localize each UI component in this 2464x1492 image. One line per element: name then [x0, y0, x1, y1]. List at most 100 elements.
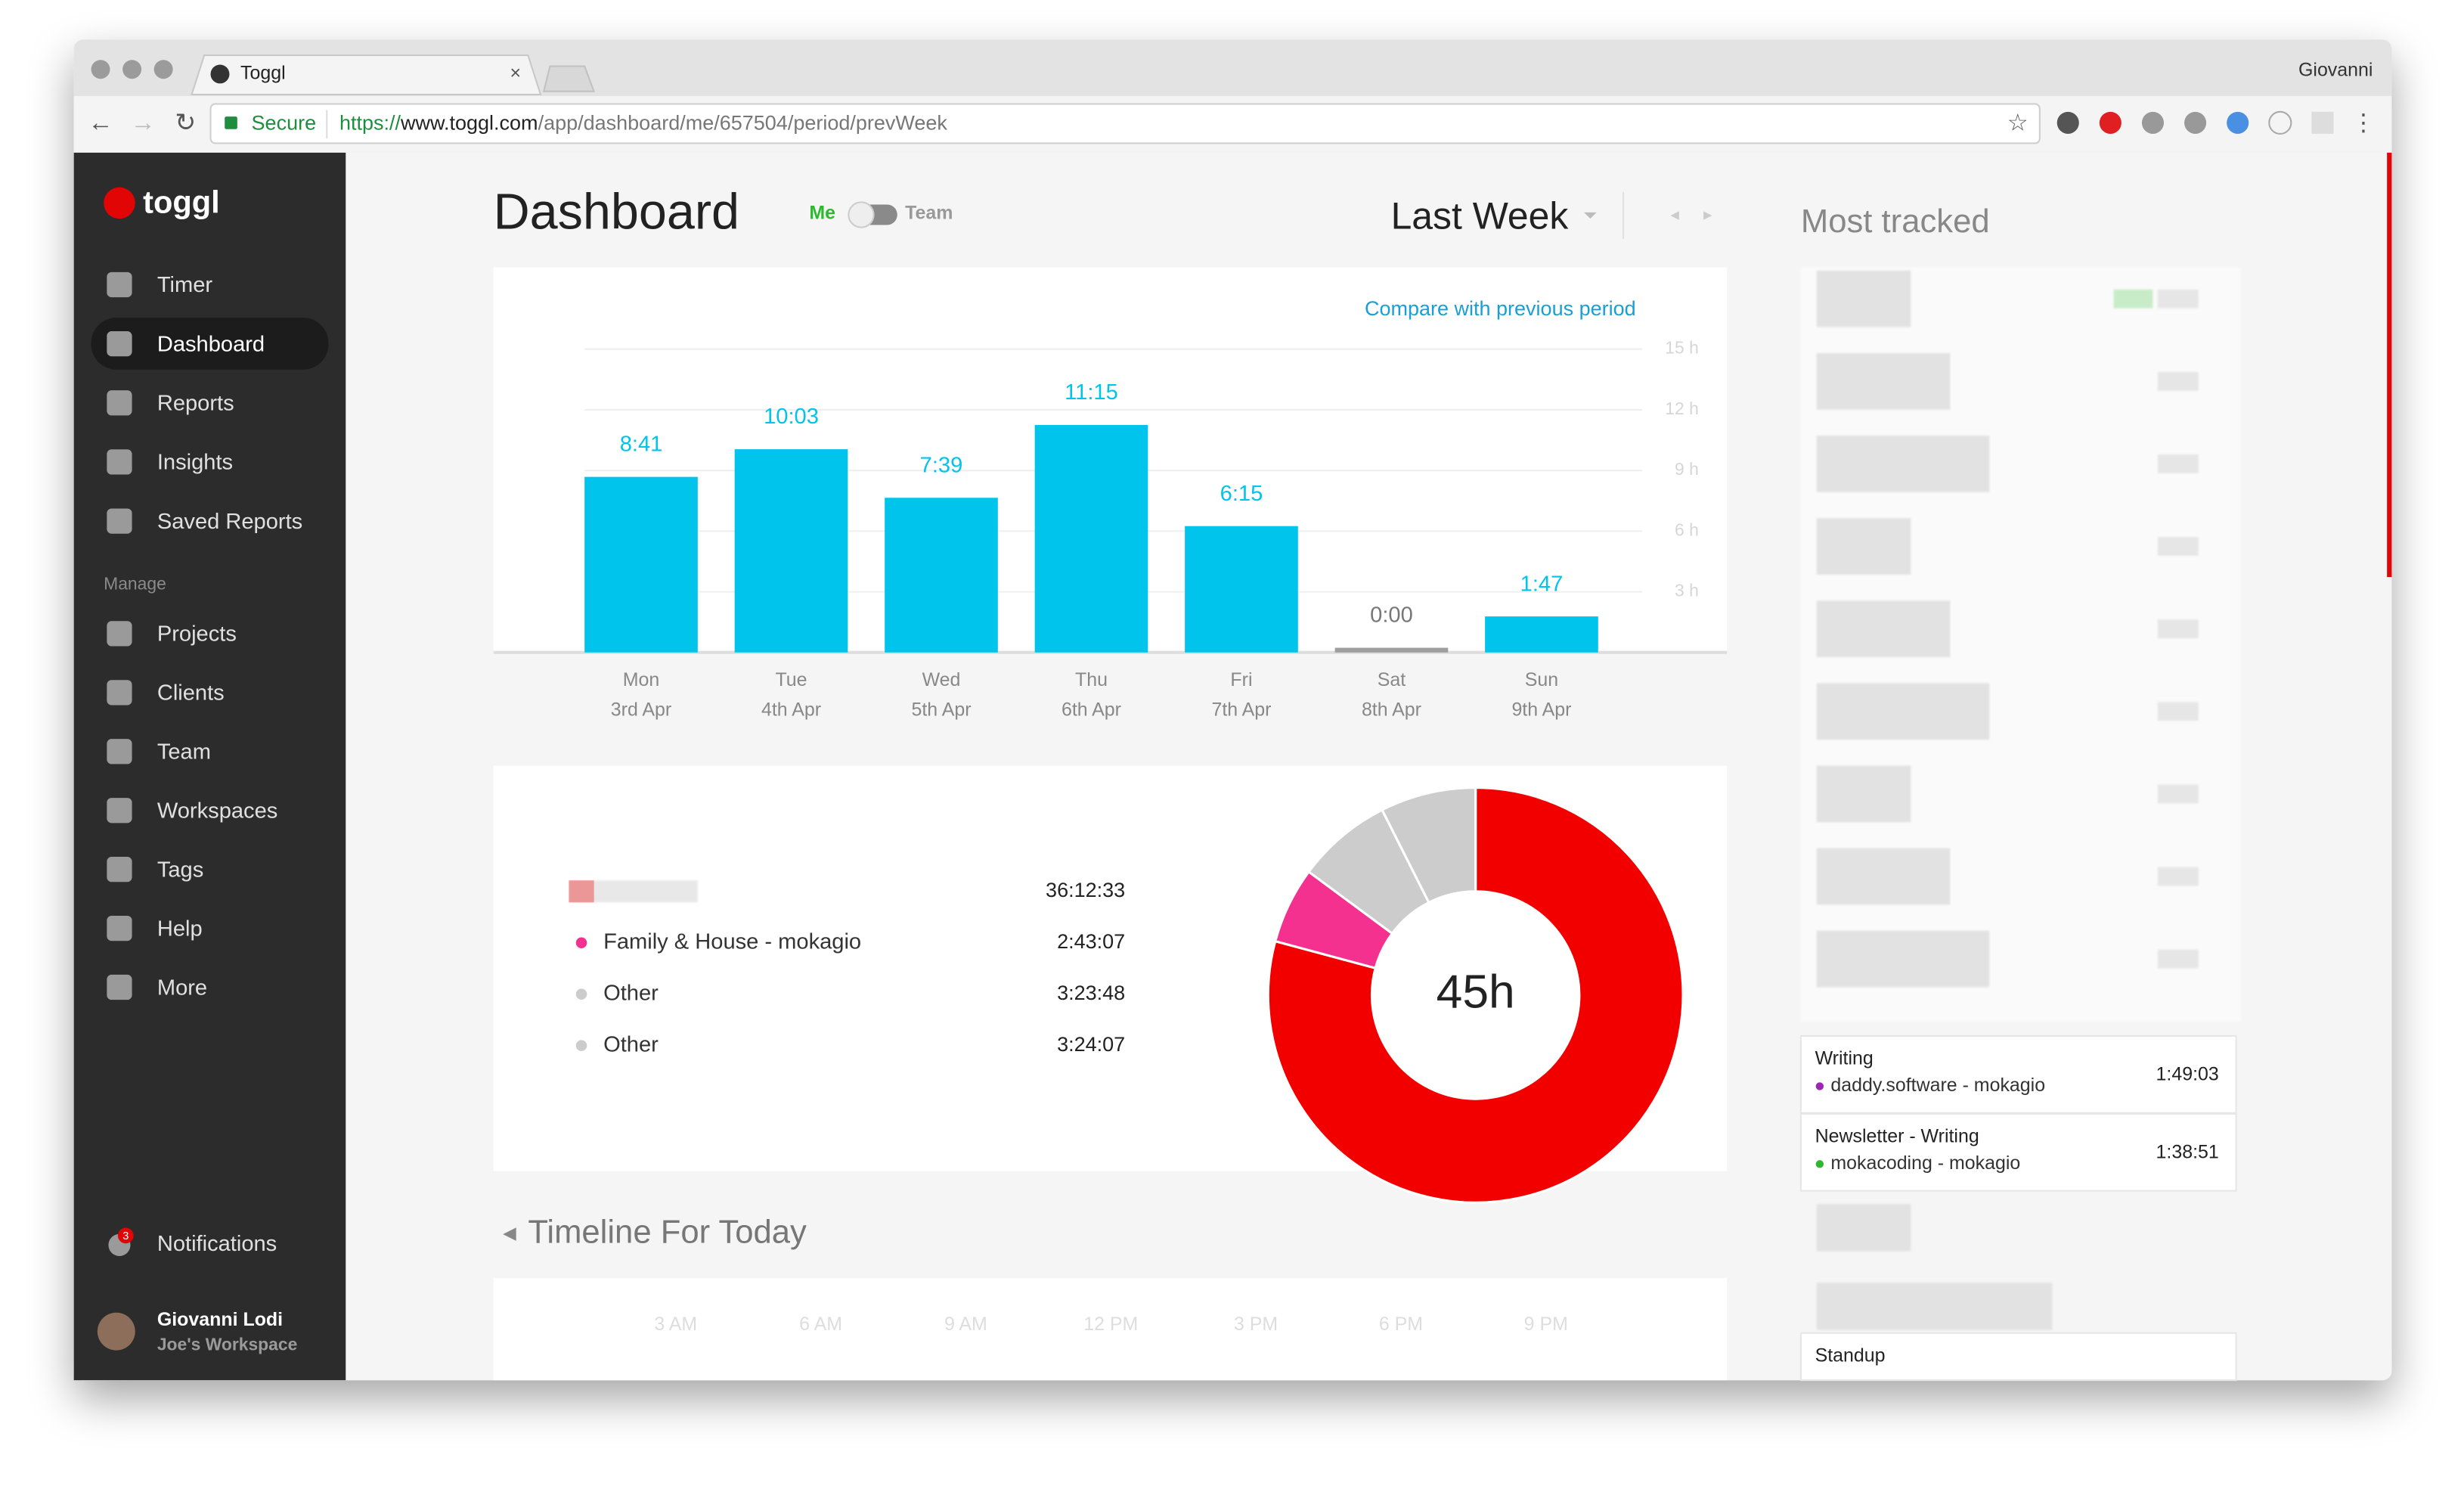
- x-tick-label: Sat: [1378, 669, 1406, 690]
- bar: [1334, 647, 1449, 653]
- y-tick-label: 15 h: [1665, 338, 1699, 358]
- extension-icon[interactable]: [2141, 111, 2165, 134]
- legend-value: 2:43:07: [1057, 930, 1125, 953]
- logo[interactable]: toggl: [143, 184, 220, 219]
- nav-item[interactable]: Help: [157, 917, 203, 941]
- collapse-arrow[interactable]: ◀: [503, 1223, 516, 1242]
- window-button[interactable]: [153, 60, 173, 79]
- entry-title: Standup: [1815, 1345, 1886, 1366]
- toggle-team[interactable]: Team: [905, 203, 953, 224]
- entry-card: [1799, 1332, 2237, 1382]
- legend-label: Other: [603, 1032, 659, 1056]
- x-tick-sublabel: 6th Apr: [1062, 699, 1121, 720]
- prev-period[interactable]: ◂: [1670, 204, 1679, 224]
- dropdown-arrow[interactable]: [1584, 212, 1597, 219]
- pie-slice: [1266, 786, 1685, 1204]
- x-tick-label: Wed: [922, 669, 961, 690]
- menu-button[interactable]: ⋮: [2351, 110, 2375, 136]
- timeline-hour: 9 AM: [944, 1314, 987, 1335]
- toggle-me[interactable]: Me: [809, 203, 835, 224]
- nav-item[interactable]: Saved Reports: [157, 510, 302, 534]
- profile-name[interactable]: Giovanni: [2298, 59, 2373, 80]
- nav-item[interactable]: Projects: [157, 622, 237, 647]
- address-bar[interactable]: [209, 103, 2041, 144]
- user-name[interactable]: Giovanni Lodi: [157, 1309, 283, 1330]
- nav-item[interactable]: More: [157, 976, 207, 1000]
- notification-badge: [117, 1227, 134, 1244]
- extension-icon[interactable]: [2184, 111, 2207, 134]
- blur-block: [2157, 619, 2199, 639]
- new-tab[interactable]: [542, 65, 596, 92]
- extension-icon[interactable]: [2227, 111, 2249, 134]
- bar: [734, 449, 848, 653]
- legend-value: 3:23:48: [1057, 982, 1125, 1004]
- timeline-hour: 3 AM: [654, 1314, 697, 1335]
- value-label: 7:39: [920, 453, 963, 477]
- nav-item[interactable]: Insights: [157, 451, 233, 475]
- nav-item[interactable]: Timer: [157, 273, 213, 297]
- nav-icon: [107, 915, 132, 941]
- forward-button[interactable]: →: [131, 109, 156, 137]
- pie-slice: [1380, 786, 1477, 904]
- extension-icon[interactable]: [2099, 111, 2122, 134]
- next-period[interactable]: ▸: [1703, 204, 1712, 224]
- period-selector[interactable]: Last Week: [1391, 194, 1570, 237]
- blur-block: [1816, 848, 1951, 905]
- extension-icon[interactable]: [2268, 110, 2292, 135]
- logo-icon: [104, 187, 135, 219]
- blur-block: [1816, 1283, 2053, 1330]
- nav-icon: [107, 798, 132, 824]
- blur-block: [2157, 949, 2199, 969]
- nav-item[interactable]: Workspaces: [157, 799, 277, 823]
- project-dot: [1815, 1160, 1824, 1168]
- blur-block: [1816, 518, 1911, 575]
- blur-block: [1816, 683, 1990, 740]
- timeline-hour: 12 PM: [1083, 1314, 1138, 1335]
- extension-icon[interactable]: [2056, 111, 2079, 134]
- back-button[interactable]: ←: [88, 109, 113, 137]
- toggle-knob[interactable]: [848, 201, 875, 228]
- bookmark-star[interactable]: ☆: [2007, 110, 2029, 136]
- nav-item[interactable]: Reports: [157, 392, 234, 416]
- legend-swatch: [569, 880, 594, 903]
- nav-active-bg: [91, 318, 329, 370]
- nav-item[interactable]: Team: [157, 740, 211, 765]
- value-label: 0:00: [1370, 603, 1413, 628]
- page-title: Dashboard: [494, 185, 739, 240]
- bar: [1485, 616, 1598, 653]
- nav-item[interactable]: Clients: [157, 681, 225, 706]
- url-path: /app/dashboard/me/657504/period/prevWeek: [538, 112, 948, 135]
- blur-block: [2113, 289, 2153, 309]
- legend-dot: [575, 1040, 587, 1051]
- nav-item[interactable]: Dashboard: [157, 332, 265, 356]
- y-tick-label: 9 h: [1675, 459, 1699, 479]
- nav-item[interactable]: Tags: [157, 858, 203, 882]
- bar: [584, 476, 698, 653]
- tab-close[interactable]: ×: [510, 63, 521, 84]
- avatar[interactable]: [97, 1312, 135, 1351]
- x-tick-sublabel: 7th Apr: [1211, 699, 1271, 720]
- timeline-hour: 3 PM: [1234, 1314, 1278, 1335]
- extension-icon[interactable]: [2311, 111, 2334, 134]
- timeline-title: Timeline For Today: [528, 1213, 807, 1250]
- entry-card: [1799, 1034, 2237, 1114]
- workspace-name[interactable]: Joe's Workspace: [157, 1334, 297, 1354]
- window-button[interactable]: [122, 60, 142, 79]
- legend-label: Family & House - mokagio: [603, 929, 861, 954]
- blur-block: [1816, 352, 1951, 410]
- entry-card: [1799, 1112, 2237, 1192]
- window-button[interactable]: [91, 60, 110, 79]
- nav-notifications[interactable]: Notifications: [157, 1232, 277, 1256]
- nav-section-label: Manage: [104, 573, 166, 593]
- url: https://www.toggl.com/app/dashboard/me/6…: [339, 112, 947, 135]
- bar: [1034, 424, 1148, 653]
- pie-center-label: 45h: [1437, 966, 1515, 1018]
- timeline-hour: 6 AM: [799, 1314, 842, 1335]
- reload-button[interactable]: ↻: [175, 109, 196, 137]
- x-tick-label: Thu: [1075, 669, 1108, 690]
- compare-link[interactable]: Compare with previous period: [1365, 297, 1636, 320]
- bar: [885, 498, 998, 653]
- tab[interactable]: [191, 54, 542, 96]
